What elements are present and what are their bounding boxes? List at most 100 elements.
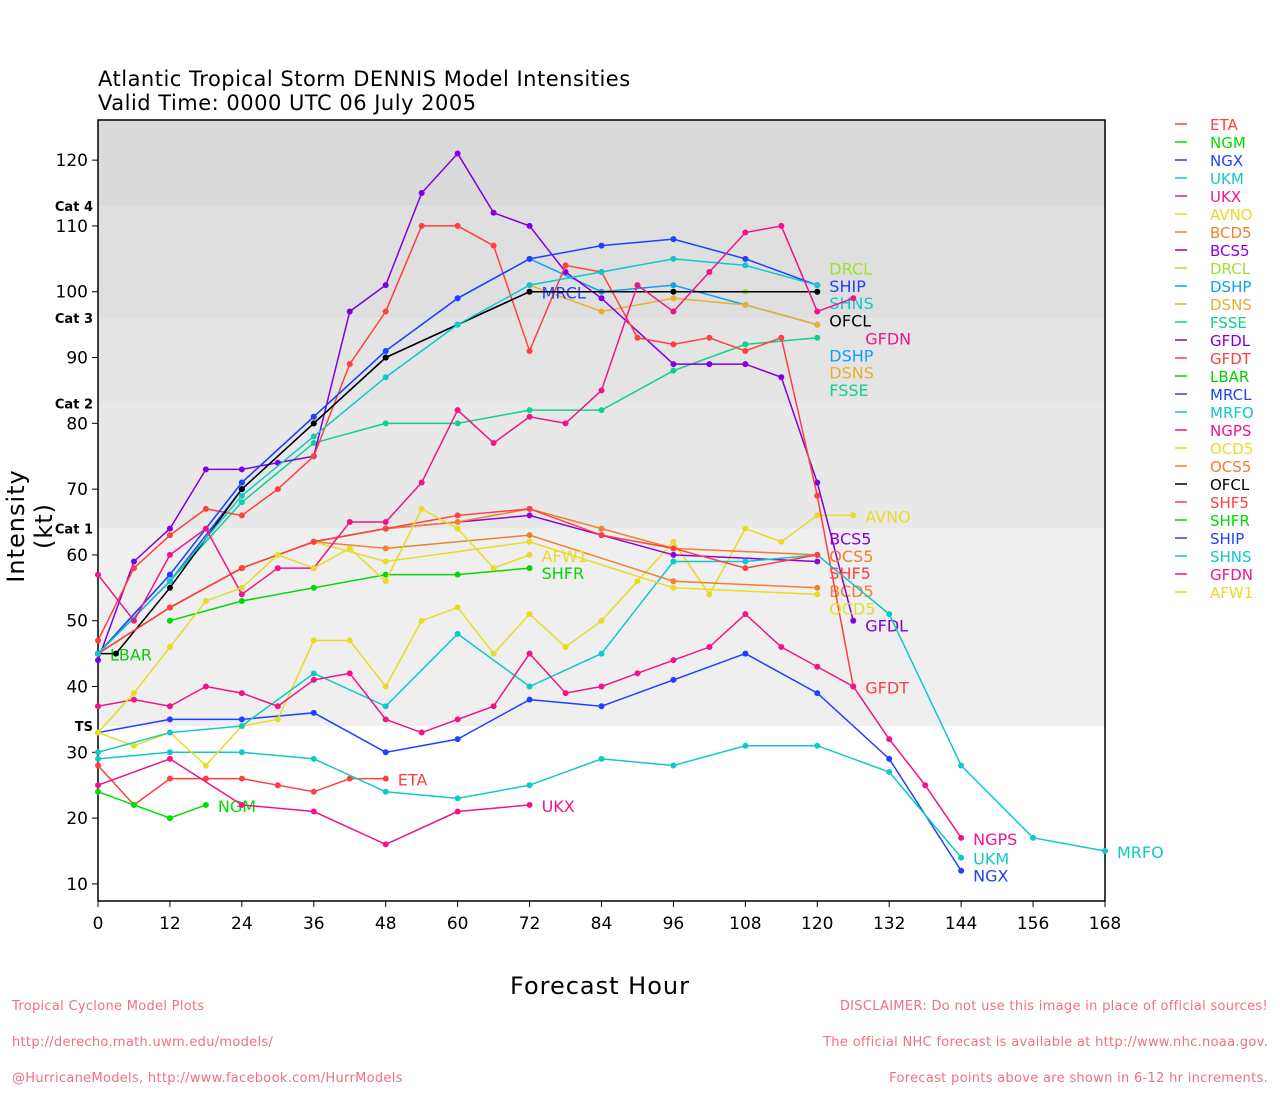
data-point xyxy=(382,716,389,723)
x-tick-label: 168 xyxy=(1089,914,1121,934)
y-tick-label: 60 xyxy=(66,546,88,566)
x-tick-label: 96 xyxy=(663,914,685,934)
data-point xyxy=(382,578,389,585)
data-point xyxy=(202,683,209,690)
data-point xyxy=(238,492,245,499)
series-end-label: OCD5 xyxy=(829,599,875,618)
data-point xyxy=(166,617,173,624)
series-end-label: NGX xyxy=(973,867,1008,886)
data-point xyxy=(310,565,317,572)
legend-label: NGX xyxy=(1210,152,1243,170)
data-point xyxy=(490,209,497,216)
data-point xyxy=(454,630,461,637)
data-point xyxy=(598,308,605,315)
data-point xyxy=(95,762,101,769)
series-end-label: OCS5 xyxy=(829,547,873,566)
data-point xyxy=(166,584,173,591)
legend-label: UKM xyxy=(1210,170,1244,188)
data-point xyxy=(166,644,173,651)
data-point xyxy=(166,525,173,532)
data-point xyxy=(95,749,101,756)
legend-label: BCS5 xyxy=(1210,242,1250,260)
data-point xyxy=(454,736,461,743)
data-point xyxy=(814,492,821,499)
legend-label: DSNS xyxy=(1210,296,1252,314)
y-tick-label: 80 xyxy=(66,414,88,434)
x-tick-label: 48 xyxy=(375,914,397,934)
data-point xyxy=(346,308,353,315)
data-point xyxy=(814,690,821,697)
data-point xyxy=(166,755,173,762)
data-point xyxy=(130,801,137,808)
data-point xyxy=(562,420,569,427)
legend-label: SHF5 xyxy=(1210,494,1249,512)
category-label: TS xyxy=(75,720,93,735)
series-end-label: NGM xyxy=(218,797,256,816)
footer-left-line: Tropical Cyclone Model Plots xyxy=(12,999,205,1014)
data-point xyxy=(814,591,821,598)
series-shns: SHNS xyxy=(95,255,874,657)
data-point xyxy=(670,657,677,664)
legend-label: MRFO xyxy=(1210,404,1254,422)
data-point xyxy=(526,782,533,789)
intensity-band xyxy=(98,120,1105,207)
legend-label: NGM xyxy=(1210,134,1246,152)
footer-right-line: DISCLAIMER: Do not use this image in pla… xyxy=(839,999,1268,1014)
data-point xyxy=(382,683,389,690)
data-point xyxy=(95,571,101,578)
legend-label: SHFR xyxy=(1210,512,1250,530)
data-point xyxy=(454,222,461,229)
data-point xyxy=(598,387,605,394)
data-point xyxy=(130,696,137,703)
data-point xyxy=(706,268,713,275)
series-end-label: ETA xyxy=(398,771,428,790)
series-line xyxy=(97,791,207,819)
data-point xyxy=(526,413,533,420)
intensity-band xyxy=(98,528,1105,726)
y-tick-label: 120 xyxy=(56,151,88,171)
data-point xyxy=(166,729,173,736)
data-point xyxy=(634,334,641,341)
data-point xyxy=(346,670,353,677)
series-end-label: DRCL xyxy=(829,260,872,279)
data-point xyxy=(274,486,281,493)
data-point xyxy=(382,282,389,289)
data-point xyxy=(310,413,317,420)
data-point xyxy=(742,361,749,368)
data-point xyxy=(238,749,245,756)
legend-label: SHNS xyxy=(1210,548,1252,566)
data-point xyxy=(418,505,425,512)
data-point xyxy=(274,782,281,789)
x-tick-label: 60 xyxy=(447,914,469,934)
data-point xyxy=(706,334,713,341)
data-point xyxy=(634,282,641,289)
footer-left: Tropical Cyclone Model Plots http://dere… xyxy=(12,977,403,1097)
data-point xyxy=(166,716,173,723)
data-point xyxy=(526,532,533,539)
x-tick-label: 12 xyxy=(159,914,181,934)
y-tick-label: 40 xyxy=(66,678,88,698)
data-point xyxy=(670,308,677,315)
data-point xyxy=(742,525,749,532)
x-tick-label: 132 xyxy=(873,914,905,934)
data-point xyxy=(922,782,929,789)
data-point xyxy=(454,571,461,578)
data-point xyxy=(310,808,317,815)
chart-title: Atlantic Tropical Storm DENNIS Model Int… xyxy=(98,67,631,91)
series-end-label: MRFO xyxy=(1117,843,1164,862)
data-point xyxy=(886,769,893,776)
legend-label: ETA xyxy=(1210,116,1238,134)
series-ukx: UKX xyxy=(95,755,575,848)
data-point xyxy=(670,367,677,374)
data-point xyxy=(742,558,749,565)
data-point xyxy=(814,282,821,289)
data-point xyxy=(490,440,497,447)
series-end-label: DSNS xyxy=(829,364,874,383)
data-point xyxy=(886,736,893,743)
data-point xyxy=(382,841,389,848)
data-point xyxy=(670,361,677,368)
data-point xyxy=(670,295,677,302)
data-point xyxy=(382,354,389,361)
data-point xyxy=(310,788,317,795)
footer-left-line: http://derecho.math.uwm.edu/models/ xyxy=(12,1035,274,1050)
